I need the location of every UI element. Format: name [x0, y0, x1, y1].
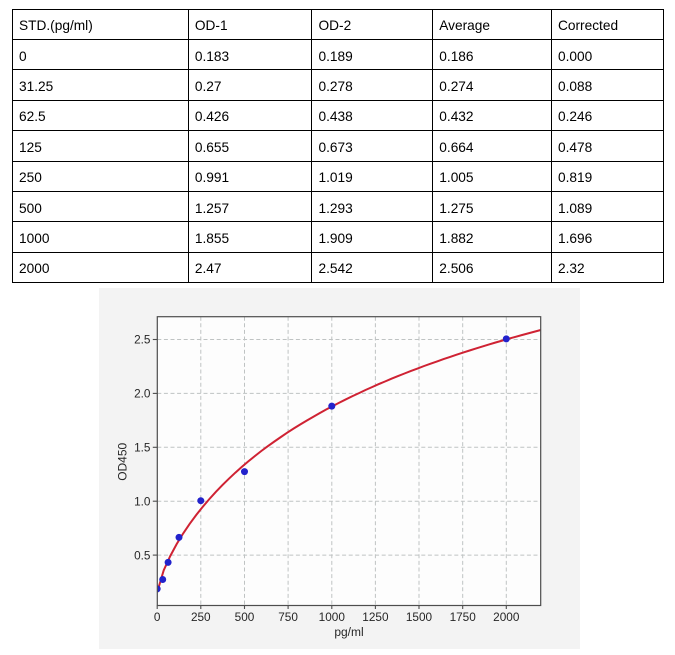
svg-text:2.0: 2.0: [134, 388, 151, 401]
svg-text:0.5: 0.5: [134, 549, 151, 562]
svg-text:250: 250: [191, 611, 211, 624]
svg-text:500: 500: [235, 611, 255, 624]
svg-text:OD450: OD450: [116, 442, 130, 480]
svg-text:1250: 1250: [362, 611, 389, 624]
svg-text:750: 750: [278, 611, 298, 624]
svg-text:1.5: 1.5: [134, 442, 151, 455]
svg-text:1.0: 1.0: [134, 495, 151, 508]
svg-text:1750: 1750: [450, 611, 477, 624]
svg-text:2000: 2000: [493, 611, 520, 624]
svg-text:1000: 1000: [319, 611, 346, 624]
svg-text:2.5: 2.5: [134, 334, 151, 347]
svg-text:pg/ml: pg/ml: [334, 625, 363, 639]
svg-text:0: 0: [154, 611, 161, 624]
svg-text:1500: 1500: [406, 611, 433, 624]
